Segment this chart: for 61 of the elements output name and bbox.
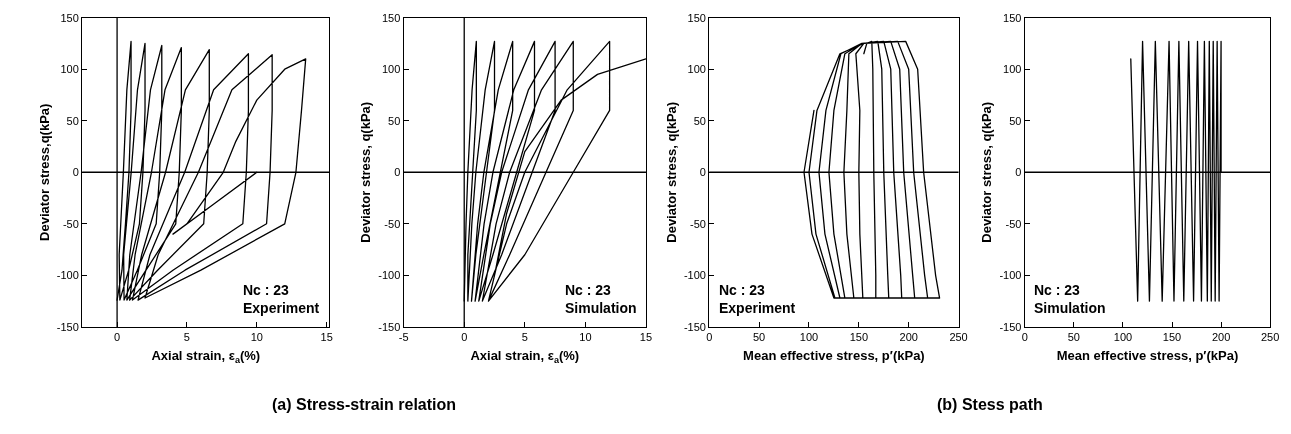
y-tick-label: -150	[683, 320, 706, 333]
y-tick-label: 150	[60, 11, 79, 24]
y-tick-label: 50	[388, 114, 401, 127]
x-tick-label: 0	[461, 331, 468, 344]
y-tick-label: -150	[56, 320, 79, 333]
y-tick-label: -100	[999, 269, 1022, 282]
y-tick-label: 0	[699, 166, 706, 179]
y-tick-label: 150	[687, 11, 706, 24]
text: (a) Stress-strain relation	[272, 396, 457, 413]
y-tick-label: -100	[683, 269, 706, 282]
x-axis-title: Axial strain, ε$_{a}$(%)	[151, 347, 261, 365]
x-tick-label: 200	[899, 331, 918, 344]
annotation: Nc : 23 Simulation	[1034, 282, 1106, 317]
x-tick-label: 10	[579, 331, 592, 344]
y-axis-title: Deviator stress, q(kPa)	[979, 101, 995, 243]
x-axis-title: Mean effective stress, p′(kPa)	[1056, 347, 1239, 363]
y-tick-label: 0	[72, 166, 79, 179]
y-tick-label: 100	[1003, 63, 1022, 76]
y-tick-label: -100	[56, 269, 79, 282]
x-tick-label: 10	[250, 331, 263, 344]
x-tick-label: 250	[1260, 331, 1280, 344]
y-tick-label: 150	[1003, 11, 1022, 24]
text: (b) Stess path	[937, 396, 1043, 413]
y-tick-label: 150	[381, 11, 401, 24]
x-axis-title: Mean effective stress, p′(kPa)	[743, 347, 925, 363]
y-tick-label: 100	[60, 63, 79, 76]
x-tick-label: 150	[849, 331, 869, 344]
x-tick-label: 15	[639, 331, 653, 344]
x-tick-label: 100	[799, 331, 819, 344]
y-tick-label: -50	[62, 217, 79, 230]
x-tick-label: 100	[1113, 331, 1133, 344]
x-tick-label: 50	[1067, 331, 1080, 344]
x-axis-title: Axial strain, ε$_{a}$(%)	[470, 347, 580, 365]
y-tick-label: 0	[1015, 166, 1022, 179]
y-tick-label: 100	[687, 63, 706, 76]
x-tick-label: 5	[183, 331, 190, 344]
y-axis-title: Deviator stress, q(kPa)	[358, 101, 374, 243]
x-tick-label: 15	[320, 331, 333, 344]
annotation: Nc : 23 Experiment	[719, 282, 796, 317]
y-axis-title: Deviator stress, q(kPa)	[663, 101, 679, 243]
y-axis-title: Deviator stress,q(kPa)	[36, 103, 52, 241]
y-tick-label: 0	[394, 166, 401, 179]
y-tick-label: -100	[378, 269, 401, 282]
x-tick-label: 200	[1211, 331, 1231, 344]
x-tick-label: 250	[949, 331, 968, 344]
y-tick-label: -150	[378, 320, 401, 333]
x-tick-label: 0	[114, 331, 121, 344]
y-tick-label: -50	[690, 217, 706, 230]
y-tick-label: 50	[66, 114, 79, 127]
y-tick-label: 50	[1009, 114, 1022, 127]
y-tick-label: 100	[381, 63, 401, 76]
annotation: Nc : 23 Simulation	[565, 282, 637, 317]
x-tick-label: 150	[1162, 331, 1182, 344]
x-tick-label: 5	[521, 331, 528, 344]
y-tick-label: -150	[999, 320, 1022, 333]
x-tick-label: -5	[398, 331, 409, 344]
annotation: Nc : 23 Experiment	[243, 282, 320, 317]
x-tick-label: 50	[753, 331, 766, 344]
y-tick-label: -50	[384, 217, 401, 230]
y-tick-label: 50	[693, 114, 706, 127]
y-tick-label: -50	[1005, 217, 1022, 230]
